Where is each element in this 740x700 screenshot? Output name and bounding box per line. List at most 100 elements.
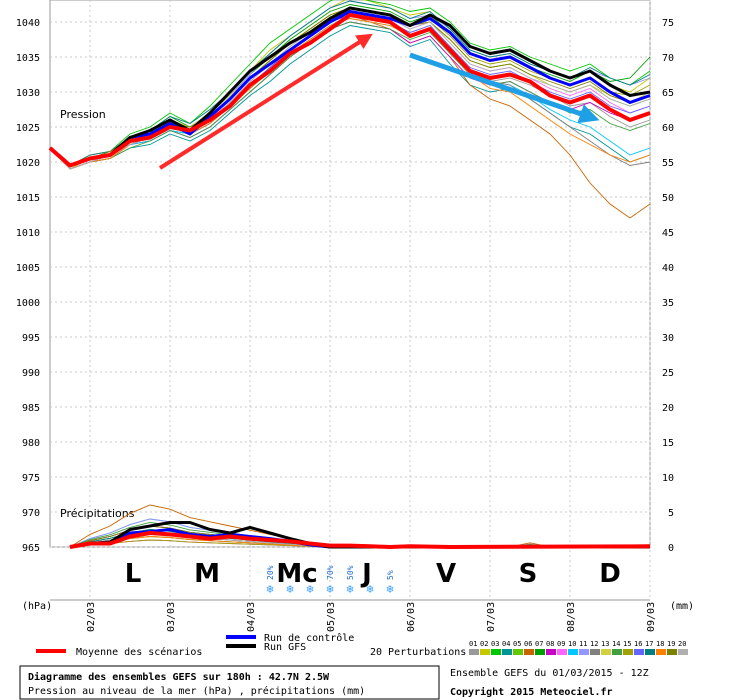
perturbation-color-key: 01 02 03 04 05 06 07 08 09 10 11 12 13 14 15 16 17 18 19 20	[469, 640, 688, 655]
perturbation-swatch	[678, 649, 688, 655]
right-tick-label: 5	[668, 508, 674, 519]
right-tick-label: 50	[662, 193, 674, 204]
snowflake-icon: ❄	[346, 582, 353, 596]
perturbation-id: 08	[546, 640, 554, 648]
x-tick-label: 07/03	[486, 602, 497, 632]
perturbation-id: 11	[579, 640, 587, 648]
left-tick-label: 990	[22, 368, 40, 379]
perturbation-swatch	[524, 649, 534, 655]
snowflake-icon: ❄	[386, 582, 393, 596]
copyright: Copyright 2015 Meteociel.fr	[450, 686, 613, 698]
perturbation-id: 12	[590, 640, 598, 648]
perturbation-id: 15	[623, 640, 631, 648]
left-tick-label: 965	[22, 543, 40, 554]
perturbation-pressure-line	[49, 7, 651, 167]
right-tick-label: 40	[662, 263, 674, 274]
perturbation-pressure-line	[49, 14, 651, 219]
day-letter: V	[436, 559, 456, 589]
x-tick-label: 09/03	[646, 602, 657, 632]
right-tick-label: 15	[662, 438, 674, 449]
perturbation-swatch	[623, 649, 633, 655]
perturbation-swatch	[502, 649, 512, 655]
perturbation-pressure-line	[49, 7, 651, 167]
left-unit-label: (hPa)	[22, 601, 52, 612]
perturbation-id: 14	[612, 640, 620, 648]
perturbation-swatch	[656, 649, 666, 655]
perturbation-id: 01	[469, 640, 477, 648]
day-letter: J	[360, 559, 372, 589]
left-tick-label: 1015	[16, 193, 40, 204]
main-series	[48, 6, 651, 549]
right-tick-label: 55	[662, 158, 674, 169]
perturbation-swatch	[579, 649, 589, 655]
perturbation-swatch	[568, 649, 578, 655]
day-letter: Mc	[276, 559, 317, 589]
perturbation-id: 13	[601, 640, 609, 648]
perturbation-swatch	[557, 649, 567, 655]
run-info: Ensemble GEFS du 01/03/2015 - 12Z	[450, 668, 649, 679]
gfs-legend-label: Run GFS	[264, 642, 306, 653]
perturbation-swatch	[590, 649, 600, 655]
diagram-title: Diagramme des ensembles GEFS sur 180h : …	[28, 671, 330, 683]
perturbation-swatch	[634, 649, 644, 655]
perturbation-id: 20	[678, 640, 686, 648]
right-tick-label: 65	[662, 88, 674, 99]
control-legend-label: Run de contrôle	[264, 632, 354, 644]
day-letter: S	[519, 559, 538, 589]
right-tick-label: 0	[668, 543, 674, 554]
x-tick-label: 06/03	[406, 602, 417, 632]
perturbation-swatch	[667, 649, 677, 655]
left-tick-label: 1030	[16, 88, 40, 99]
left-tick-label: 980	[22, 438, 40, 449]
day-letter: D	[599, 559, 621, 589]
x-axis: 02/03 03/03 04/03 05/03 06/03 07/03 08/03 09/03	[86, 602, 657, 632]
rising-trend-arrow	[158, 33, 373, 170]
right-tick-label: 30	[662, 333, 674, 344]
x-tick-label: 03/03	[166, 602, 177, 632]
perturbation-pressure-line	[49, 7, 651, 167]
perturbation-id: 17	[645, 640, 653, 648]
title-box	[19, 665, 440, 700]
left-tick-label: 1040	[16, 18, 40, 29]
snow-percentage: 70%	[326, 565, 335, 580]
perturbation-swatch	[469, 649, 479, 655]
trend-arrows	[158, 33, 600, 170]
right-tick-label: 60	[662, 123, 674, 134]
left-tick-label: 985	[22, 403, 40, 414]
perturbation-id: 09	[557, 640, 565, 648]
left-tick-label: 1000	[16, 298, 40, 309]
series-pressure-line	[49, 6, 651, 167]
right-tick-label: 45	[662, 228, 674, 239]
snowflake-icon: ❄	[306, 582, 313, 596]
left-tick-label: 975	[22, 473, 40, 484]
day-letters: L M Mc J V S D	[125, 559, 621, 589]
series-pressure-line	[49, 10, 651, 167]
perturbation-swatch	[601, 649, 611, 655]
perturbation-swatch	[513, 649, 523, 655]
perturbation-swatch	[612, 649, 622, 655]
left-tick-label: 1035	[16, 53, 40, 64]
perturbation-pressure-line	[49, 11, 651, 170]
snow-probabilities: 20% 70% 50% 5% ❄ ❄ ❄ ❄ ❄ ❄ ❄	[266, 565, 395, 596]
x-tick-label: 05/03	[326, 602, 337, 632]
perturbation-id: 05	[513, 640, 521, 648]
perturbation-id: 02	[480, 640, 488, 648]
grid	[49, 0, 651, 601]
perturbation-id: 03	[491, 640, 499, 648]
right-tick-label: 25	[662, 368, 674, 379]
x-tick-label: 04/03	[246, 602, 257, 632]
snowflake-icon: ❄	[286, 582, 293, 596]
perturbation-swatch	[491, 649, 501, 655]
mean-legend-label: Moyenne des scénarios	[76, 646, 202, 658]
perturbation-pressure-line	[49, 7, 651, 167]
perturbation-swatch	[645, 649, 655, 655]
diagram-subtitle: Pression au niveau de la mer (hPa) , pré…	[28, 685, 365, 697]
right-tick-label: 75	[662, 18, 674, 29]
right-unit-label: (mm)	[670, 601, 694, 612]
day-letter: M	[194, 559, 220, 589]
falling-trend-arrow	[409, 52, 600, 124]
snowflake-icon: ❄	[366, 582, 373, 596]
perturbation-id: 06	[524, 640, 532, 648]
perturbation-id: 19	[667, 640, 675, 648]
right-tick-label: 20	[662, 403, 674, 414]
